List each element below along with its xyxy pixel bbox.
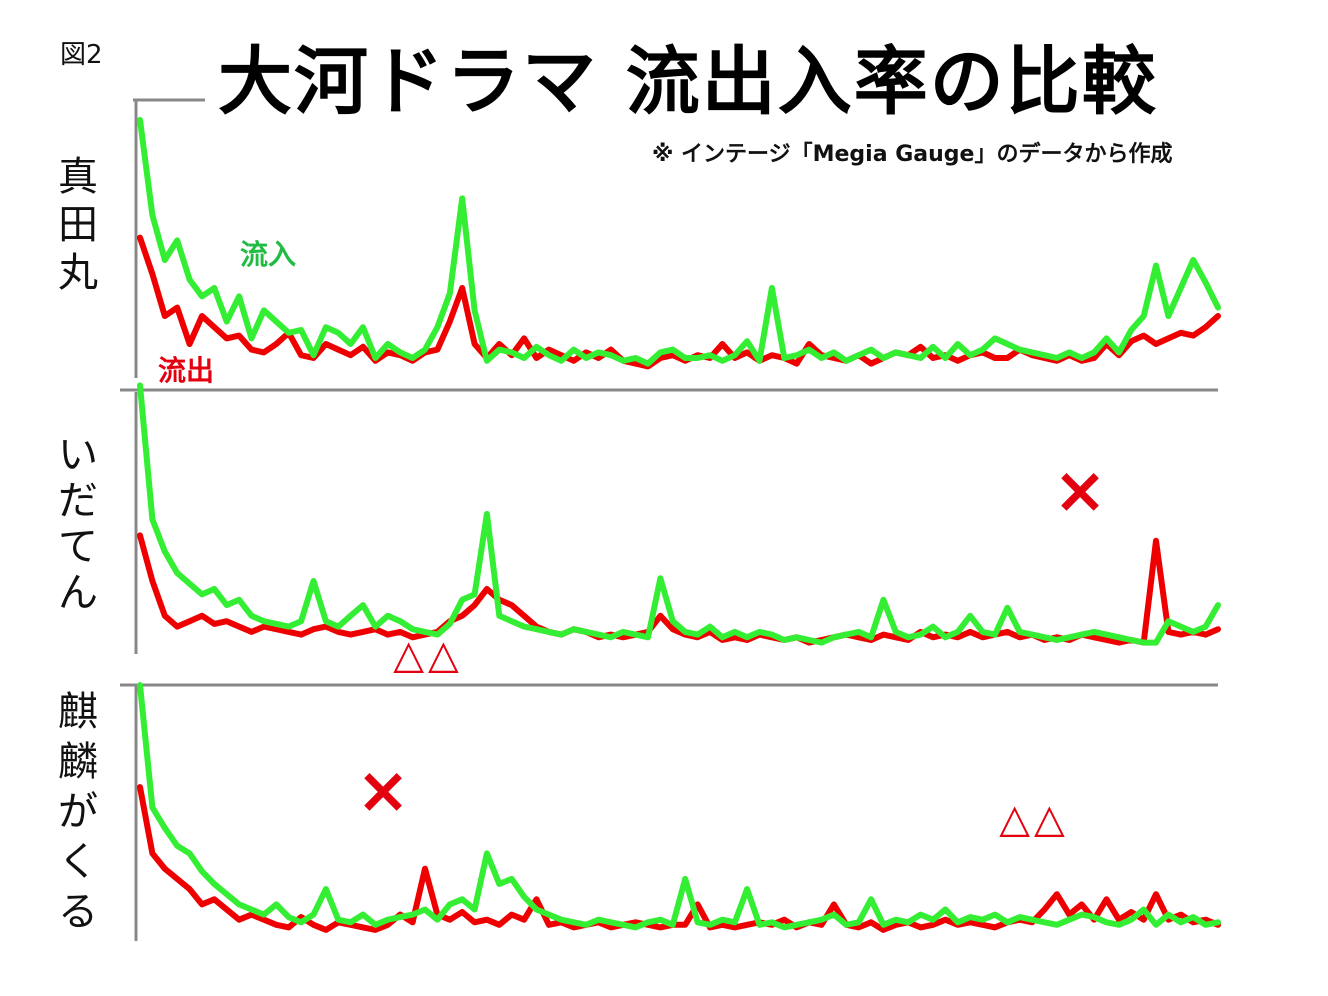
annotations-layer: 流出 流入 × △△ × △△ (158, 238, 1107, 842)
panel-label-char: 真 (58, 154, 98, 200)
figure-label: 図2 (60, 40, 103, 70)
cross-marker: × (1053, 454, 1107, 528)
inflow-series-line (137, 117, 1221, 367)
inflow-series-line (137, 682, 1221, 931)
panel-label-char: が (58, 789, 98, 835)
panel-label-char: 麟 (58, 739, 98, 785)
panel-label-char: く (58, 839, 98, 885)
panel-label-char: 麒 (58, 689, 98, 735)
panel-label-char: る (58, 889, 98, 935)
panel-label-char: て (58, 524, 98, 570)
inflow-series-label: 流入 (240, 238, 296, 271)
chart-title: 大河ドラマ 流出入率の比較 (218, 39, 1158, 125)
triangle-marker: △△ (393, 632, 463, 678)
axes-layer (120, 98, 1218, 941)
panel-label-char: 田 (58, 202, 98, 248)
triangle-marker: △△ (999, 796, 1069, 842)
panel-label-char: い (58, 432, 98, 478)
outflow-series-line (137, 784, 1221, 933)
panel-label-char: 丸 (58, 250, 98, 296)
outflow-series-line (137, 234, 1221, 370)
outflow-series-label: 流出 (158, 354, 214, 387)
panel-label-char: ん (58, 570, 98, 616)
panel-label-char: だ (58, 478, 98, 524)
cross-marker: × (356, 754, 410, 828)
source-note: ※ インテージ「Megia Gauge」のデータから作成 (652, 142, 1173, 167)
series-layer (137, 117, 1221, 933)
inflow-series-line (137, 382, 1221, 646)
